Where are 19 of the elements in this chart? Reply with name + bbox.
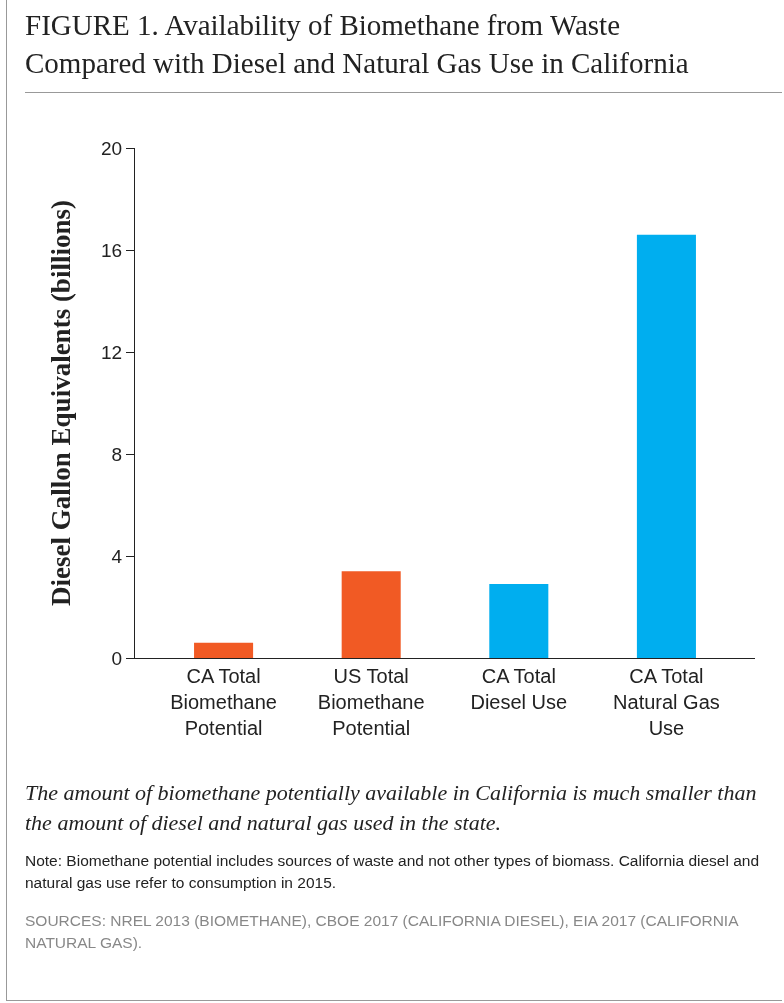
- y-tick-label: 0: [111, 647, 123, 669]
- x-tick-label: CA Total Biomethane Potential: [170, 665, 277, 739]
- y-tick-label: 8: [111, 443, 123, 465]
- y-tick-label: 12: [101, 341, 123, 363]
- x-tick-label: US Total Biomethane Potential: [317, 665, 425, 739]
- text: Note: Biomethane potential includes sources of waste and not other types of biomass. California diesel and natural gas use refer to consumption in 2015.: [25, 851, 761, 893]
- bar: [341, 571, 401, 658]
- source-note: SOURCES: NREL 2013 (BIOMETHANE), CBOE 2017 (CALIFORNIA DIESEL), EIA 2017 (CALIFORNIA NATURAL GAS).: [25, 911, 740, 953]
- y-axis-title: Diesel Gallon Equivalents (billions): [46, 200, 77, 606]
- y-tick-label: 16: [101, 239, 123, 261]
- chart-title: FIGURE 1. Availability of Biomethane from Waste Compared with Diesel and Natural Gas Use in California: [25, 8, 690, 81]
- bar: [636, 234, 696, 658]
- y-tick-label: 20: [101, 137, 123, 159]
- y-tick-label: 4: [111, 545, 123, 567]
- text: The amount of biomethane potentially available in California is much smaller than the amount of diesel and natural gas used in the state.: [25, 779, 758, 837]
- x-tick-label: CA Total Diesel Use: [470, 665, 568, 713]
- x-tick-label: CA Total Natural Gas Use: [613, 665, 720, 739]
- bar: [489, 584, 549, 658]
- bar: [194, 642, 254, 658]
